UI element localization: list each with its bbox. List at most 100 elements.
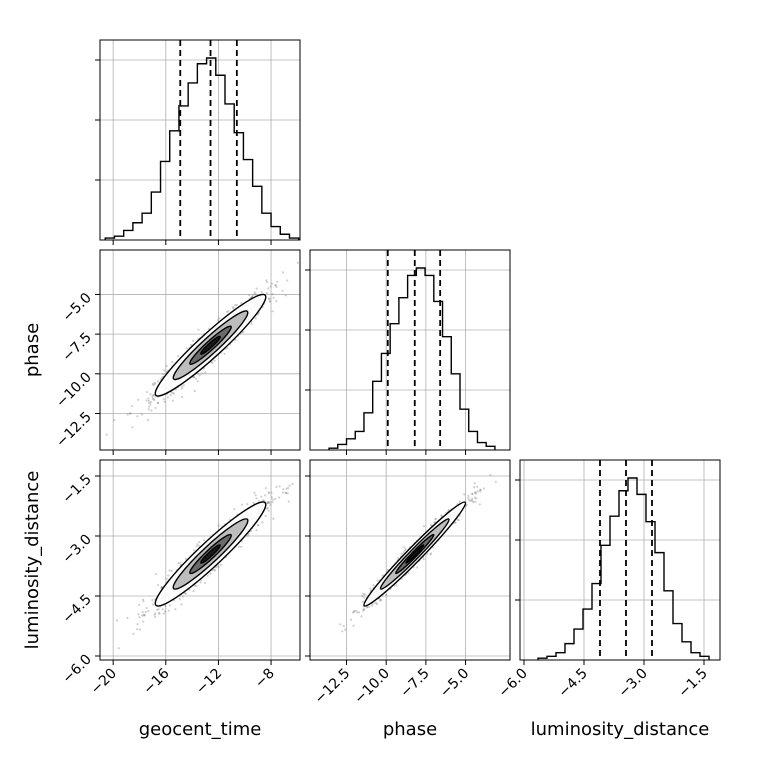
sample-point bbox=[381, 574, 384, 577]
sample-point bbox=[357, 611, 361, 614]
sample-point bbox=[146, 391, 149, 394]
sample-point bbox=[209, 572, 212, 575]
sample-point bbox=[141, 611, 144, 614]
sample-point bbox=[286, 279, 289, 282]
sample-point bbox=[403, 546, 406, 549]
sample-point bbox=[136, 415, 139, 418]
sample-point bbox=[157, 608, 160, 611]
sample-point bbox=[429, 552, 432, 555]
sample-point bbox=[219, 563, 222, 566]
sample-point bbox=[168, 604, 171, 607]
x-axis-label-phase: phase bbox=[383, 719, 437, 740]
sample-point bbox=[143, 613, 146, 617]
sample-point bbox=[372, 584, 375, 587]
sample-point bbox=[196, 372, 199, 375]
sample-point bbox=[199, 581, 202, 584]
sample-point bbox=[156, 401, 160, 404]
y-tick-label: −3.0 bbox=[59, 532, 94, 567]
sample-point bbox=[265, 281, 269, 284]
x-tick-label: −6.0 bbox=[495, 666, 530, 701]
sample-point bbox=[211, 361, 214, 364]
sample-point bbox=[479, 490, 482, 493]
sample-point bbox=[154, 615, 157, 619]
sample-point bbox=[193, 584, 196, 587]
sample-point bbox=[178, 598, 181, 601]
sample-point bbox=[268, 297, 271, 300]
y-tick-label: −7.5 bbox=[59, 330, 94, 365]
sample-point bbox=[494, 480, 497, 483]
sample-point bbox=[363, 593, 366, 596]
sample-point bbox=[176, 355, 180, 358]
sample-point bbox=[147, 397, 150, 400]
sample-point bbox=[267, 502, 270, 505]
sample-point bbox=[268, 300, 271, 303]
sample-point bbox=[182, 384, 185, 387]
sample-point bbox=[148, 405, 151, 408]
sample-point bbox=[252, 501, 255, 504]
sample-point bbox=[354, 609, 357, 612]
sample-point bbox=[260, 495, 263, 498]
y-tick-label: −10.0 bbox=[53, 369, 95, 411]
sample-point bbox=[473, 482, 476, 485]
sample-point bbox=[429, 524, 433, 527]
sample-point bbox=[151, 394, 155, 397]
sample-point bbox=[234, 338, 237, 341]
sample-point bbox=[284, 294, 287, 297]
x-tick-label: −10.0 bbox=[351, 666, 393, 708]
sample-point bbox=[352, 611, 355, 614]
sample-point bbox=[286, 492, 289, 495]
sample-point bbox=[156, 401, 159, 404]
sample-point bbox=[264, 515, 267, 518]
sample-point bbox=[471, 493, 474, 496]
sample-point bbox=[152, 394, 156, 397]
y-tick-label: −12.5 bbox=[53, 409, 95, 451]
sample-point bbox=[163, 369, 166, 372]
sample-point bbox=[192, 549, 195, 552]
sample-point bbox=[147, 408, 150, 411]
sample-point bbox=[157, 380, 160, 383]
sample-point bbox=[164, 610, 167, 613]
sample-point bbox=[151, 395, 154, 398]
sample-point bbox=[150, 409, 153, 412]
sample-point bbox=[206, 574, 209, 577]
sample-point bbox=[275, 485, 278, 488]
sample-point bbox=[440, 514, 443, 517]
sample-point bbox=[253, 293, 256, 296]
sample-point bbox=[361, 594, 364, 598]
sample-point bbox=[471, 500, 474, 503]
sample-point bbox=[231, 306, 234, 309]
sample-point bbox=[180, 387, 184, 390]
sample-point bbox=[146, 419, 149, 422]
sample-point bbox=[151, 397, 154, 400]
sample-point bbox=[454, 521, 457, 524]
scatter-geocent_time-phase: −12.5−10.0 −7.5 −5.0 bbox=[53, 249, 301, 455]
x-tick-label: −16 bbox=[140, 665, 172, 697]
sample-point bbox=[274, 284, 277, 287]
sample-point bbox=[287, 486, 290, 490]
sample-point bbox=[240, 545, 243, 549]
sample-point bbox=[137, 398, 140, 401]
sample-point bbox=[184, 592, 187, 595]
sample-point bbox=[213, 568, 216, 571]
sample-point bbox=[255, 529, 258, 532]
sample-point bbox=[165, 577, 168, 580]
sample-point bbox=[193, 389, 196, 393]
sample-point bbox=[474, 496, 477, 499]
sample-point bbox=[184, 592, 187, 595]
sample-point bbox=[291, 482, 294, 486]
sample-point bbox=[456, 518, 459, 521]
sample-point bbox=[447, 508, 450, 511]
sample-point bbox=[250, 322, 253, 326]
sample-point bbox=[161, 608, 164, 611]
sample-point bbox=[269, 504, 272, 507]
sample-point bbox=[287, 500, 290, 503]
sample-point bbox=[469, 499, 472, 502]
sample-point bbox=[385, 593, 388, 597]
sample-point bbox=[156, 608, 159, 611]
sample-point bbox=[457, 519, 461, 522]
sample-point bbox=[475, 497, 478, 500]
sample-point bbox=[198, 374, 201, 377]
sample-point bbox=[179, 561, 182, 564]
sample-point bbox=[136, 628, 139, 631]
sample-point bbox=[404, 548, 407, 551]
